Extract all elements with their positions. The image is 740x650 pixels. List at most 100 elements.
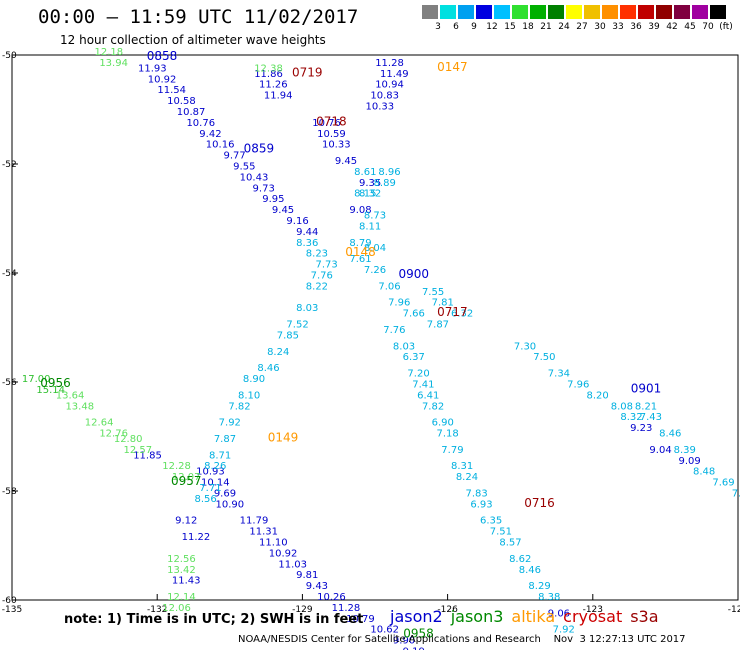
pass-time-label: 0901 <box>631 381 662 395</box>
legend-jason3: jason3 <box>450 607 504 626</box>
lat-label: -60 <box>2 596 17 606</box>
wave-value: 17.00 <box>22 374 51 385</box>
map-subtitle: 12 hour collection of altimeter wave hei… <box>60 33 326 47</box>
wave-value: 7.06 <box>378 281 400 292</box>
wave-value: 10.26 <box>317 592 346 603</box>
wave-value: 8.57 <box>499 538 521 549</box>
wave-value: 7.96 <box>388 298 410 309</box>
pass-time-label: 0958 <box>403 627 434 641</box>
wave-value: 7.51 <box>490 527 512 538</box>
wave-value: 7.71 <box>199 483 221 494</box>
wave-value: 7.76 <box>311 270 333 281</box>
wave-value: 8.62 <box>509 554 531 565</box>
scale-label: (ft) <box>719 22 733 32</box>
scale-label: 36 <box>630 22 642 32</box>
wave-value: 8.90 <box>243 374 265 385</box>
wave-value: 7.85 <box>277 330 299 341</box>
wave-value: 10.93 <box>196 467 225 478</box>
wave-value: 8.48 <box>693 467 715 478</box>
wave-value: 15.14 <box>36 385 65 396</box>
wave-value: 9.43 <box>306 581 328 592</box>
scale-swatch <box>548 5 564 19</box>
wave-value: 12.64 <box>85 418 114 429</box>
wave-value: 12.56 <box>167 554 196 565</box>
wave-value: 10.76 <box>186 118 215 129</box>
wave-value: 9.04 <box>649 445 671 456</box>
wave-value: 10.92 <box>148 74 177 85</box>
wave-value: 7.66 <box>403 309 425 320</box>
wave-value: 9.95 <box>262 194 284 205</box>
scale-swatch <box>692 5 708 19</box>
pass-time-label: 0719 <box>292 65 323 79</box>
wave-value: 11.03 <box>278 559 307 570</box>
wave-value: 8.46 <box>257 363 279 374</box>
wave-value: 8.39 <box>674 445 696 456</box>
legend-s3a: s3a <box>630 607 659 626</box>
scale-label: 18 <box>522 22 534 32</box>
legend-jason2: jason2 <box>390 607 443 626</box>
wave-value: 9.69 <box>214 488 236 499</box>
wave-value: 12.14 <box>167 592 196 603</box>
scale-swatch <box>458 5 474 19</box>
wave-value: 12.18 <box>94 47 123 58</box>
wave-value: 11.22 <box>182 532 211 543</box>
wave-value: 9.55 <box>233 161 255 172</box>
wave-value: 8.61 <box>354 167 376 178</box>
wave-value: 8.03 <box>393 341 415 352</box>
wave-value: 9.73 <box>253 183 275 194</box>
wave-value: 7.52 <box>286 320 308 331</box>
scale-label: 12 <box>486 22 498 32</box>
wave-value: 11.43 <box>172 576 201 587</box>
scale-swatch <box>584 5 600 19</box>
wave-value: 6.37 <box>403 352 425 363</box>
wave-value: 13.94 <box>99 58 128 69</box>
wave-value: 11.28 <box>332 603 361 614</box>
wave-value: 7.79 <box>441 445 463 456</box>
pass-time-label: 0956 <box>40 376 71 390</box>
wave-value: 8.08 <box>611 401 633 412</box>
wave-value: 11.79 <box>240 516 269 527</box>
wave-value: 8.32 <box>620 412 642 423</box>
wave-value: 8.73 <box>364 211 386 222</box>
wave-value: 7.87 <box>427 320 449 331</box>
scale-swatch <box>656 5 672 19</box>
wave-value: 10.43 <box>240 172 269 183</box>
wave-value: 7.83 <box>466 488 488 499</box>
wave-value: 8.03 <box>296 303 318 314</box>
wave-value: 7.55 <box>422 287 444 298</box>
wave-value: 11.49 <box>380 69 409 80</box>
wave-value: 12.80 <box>114 434 143 445</box>
wave-value: 9.06 <box>548 608 570 619</box>
map-frame <box>11 54 739 601</box>
pass-time-label: 0858 <box>147 49 178 63</box>
wave-value: 6.41 <box>417 390 439 401</box>
wave-value: 9.08 <box>349 205 371 216</box>
scale-swatch <box>530 5 546 19</box>
wave-value: 9.12 <box>175 516 197 527</box>
wave-value: 8.24 <box>456 472 478 483</box>
wave-value: 7.87 <box>214 434 236 445</box>
wave-value: 8.79 <box>349 238 371 249</box>
wave-value: 7.26 <box>364 265 386 276</box>
wave-value: 12.38 <box>254 63 283 74</box>
lat-label: -54 <box>2 269 17 279</box>
wave-value: 12.07 <box>172 472 201 483</box>
wave-values: 11.9310.9211.5410.5810.8710.769.4210.161… <box>22 47 740 650</box>
wave-value: 7.73 <box>315 260 337 271</box>
pass-time-label: 0148 <box>345 245 376 259</box>
satellite-legend: jason2 jason3 altika cryosat s3a <box>390 607 667 626</box>
wave-value: 9.45 <box>272 205 294 216</box>
lon-label: -120 <box>728 605 740 615</box>
wave-value: 7.92 <box>219 418 241 429</box>
wave-value: 11.94 <box>264 91 293 102</box>
wave-value: 10.76 <box>312 118 341 129</box>
wave-value: 8.04 <box>364 243 386 254</box>
scale-label: 24 <box>558 22 570 32</box>
wave-value: 8.32 <box>359 189 381 200</box>
wave-value: 8.21 <box>635 401 657 412</box>
note-text: note: 1) Time is in UTC; 2) SWH is in fe… <box>64 612 364 627</box>
scale-label: 3 <box>435 22 441 32</box>
wave-value: 8.10 <box>238 390 260 401</box>
wave-value: 7.50 <box>533 352 555 363</box>
lat-label: -50 <box>2 51 17 61</box>
